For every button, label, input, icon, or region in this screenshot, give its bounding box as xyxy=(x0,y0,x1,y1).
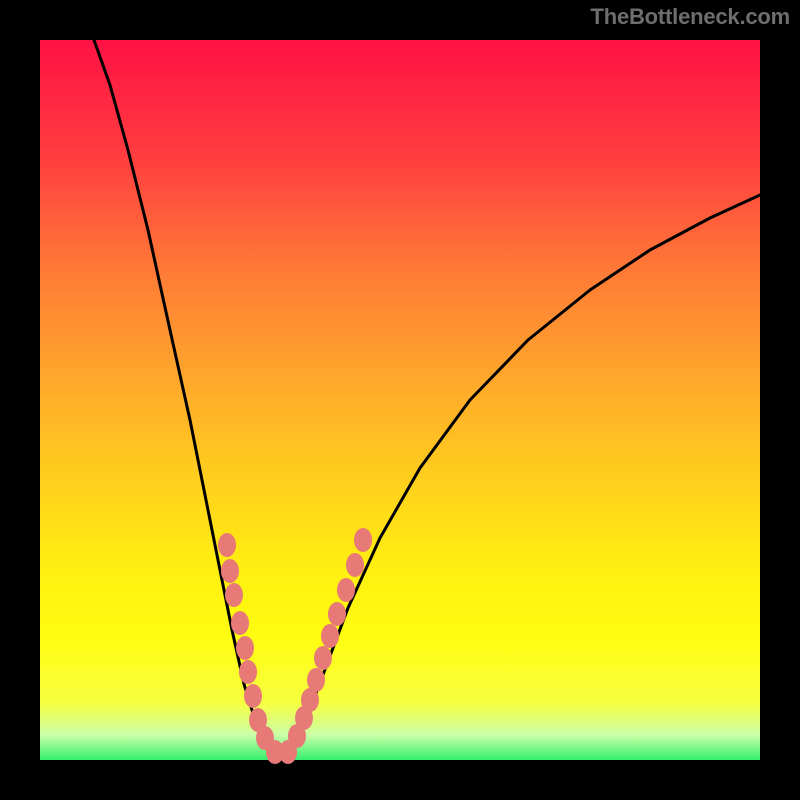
bead xyxy=(328,602,346,626)
bead xyxy=(307,668,325,692)
bead xyxy=(314,646,332,670)
bead xyxy=(354,528,372,552)
bead xyxy=(221,559,239,583)
bead xyxy=(321,624,339,648)
bead xyxy=(244,684,262,708)
bead xyxy=(231,611,249,635)
gradient-plot-area xyxy=(40,40,760,760)
bead xyxy=(346,553,364,577)
bead xyxy=(218,533,236,557)
bead xyxy=(236,636,254,660)
watermark-text: TheBottleneck.com xyxy=(590,4,790,30)
bead xyxy=(239,660,257,684)
bead xyxy=(225,583,243,607)
bead xyxy=(337,578,355,602)
